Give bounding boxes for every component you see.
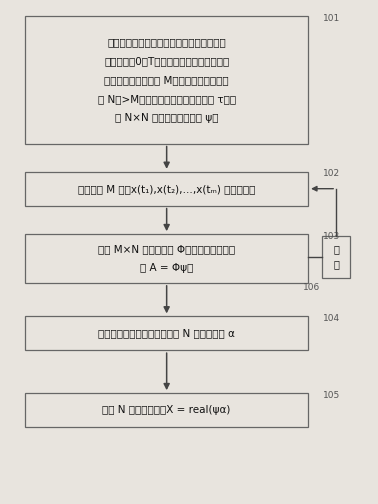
FancyBboxPatch shape [25,17,308,144]
Text: 断: 断 [333,260,339,270]
Text: 随机采取 M 点，x(t₁),x(t₂),…,x(tₘ) 为观测向量: 随机采取 M 点，x(t₁),x(t₂),…,x(tₘ) 为观测向量 [78,183,256,194]
Text: 非线性优化重构傅里叶变换域 N 维稀疏信号 α: 非线性优化重构傅里叶变换域 N 维稀疏信号 α [98,328,235,338]
FancyBboxPatch shape [25,172,308,206]
Text: 104: 104 [323,314,340,323]
Text: 数 N（>M），从而确立等效采样间隔 τ。设: 数 N（>M），从而确立等效采样间隔 τ。设 [98,94,236,104]
Text: 设计 M×N 维观测矩阵 Φ，确立压缩感知矩: 设计 M×N 维观测矩阵 Φ，确立压缩感知矩 [98,244,235,254]
Text: 101: 101 [323,14,340,23]
FancyBboxPatch shape [322,236,350,278]
Text: 106: 106 [303,283,320,292]
Text: 置 N×N 逆傅里叶变换矩阵 ψ。: 置 N×N 逆傅里叶变换矩阵 ψ。 [115,113,218,123]
Text: 重构 N 维时域信号：X = real(ψα): 重构 N 维时域信号：X = real(ψα) [102,405,231,415]
FancyBboxPatch shape [25,234,308,283]
Text: 参数初始化：由信号所含最小频率设置每次: 参数初始化：由信号所含最小频率设置每次 [107,37,226,47]
FancyBboxPatch shape [25,393,308,427]
FancyBboxPatch shape [25,317,308,350]
Text: 采样区间（0，T），参考信号所含最大频率: 采样区间（0，T），参考信号所含最大频率 [104,56,229,66]
Text: 判: 判 [333,244,339,255]
Text: 105: 105 [323,391,340,400]
Text: 103: 103 [323,231,340,240]
Text: 102: 102 [323,169,340,178]
Text: 阵 A = Φψ。: 阵 A = Φψ。 [140,263,193,273]
Text: 设置该区间采样点数 M，确定该区间重建点: 设置该区间采样点数 M，确定该区间重建点 [104,75,229,85]
